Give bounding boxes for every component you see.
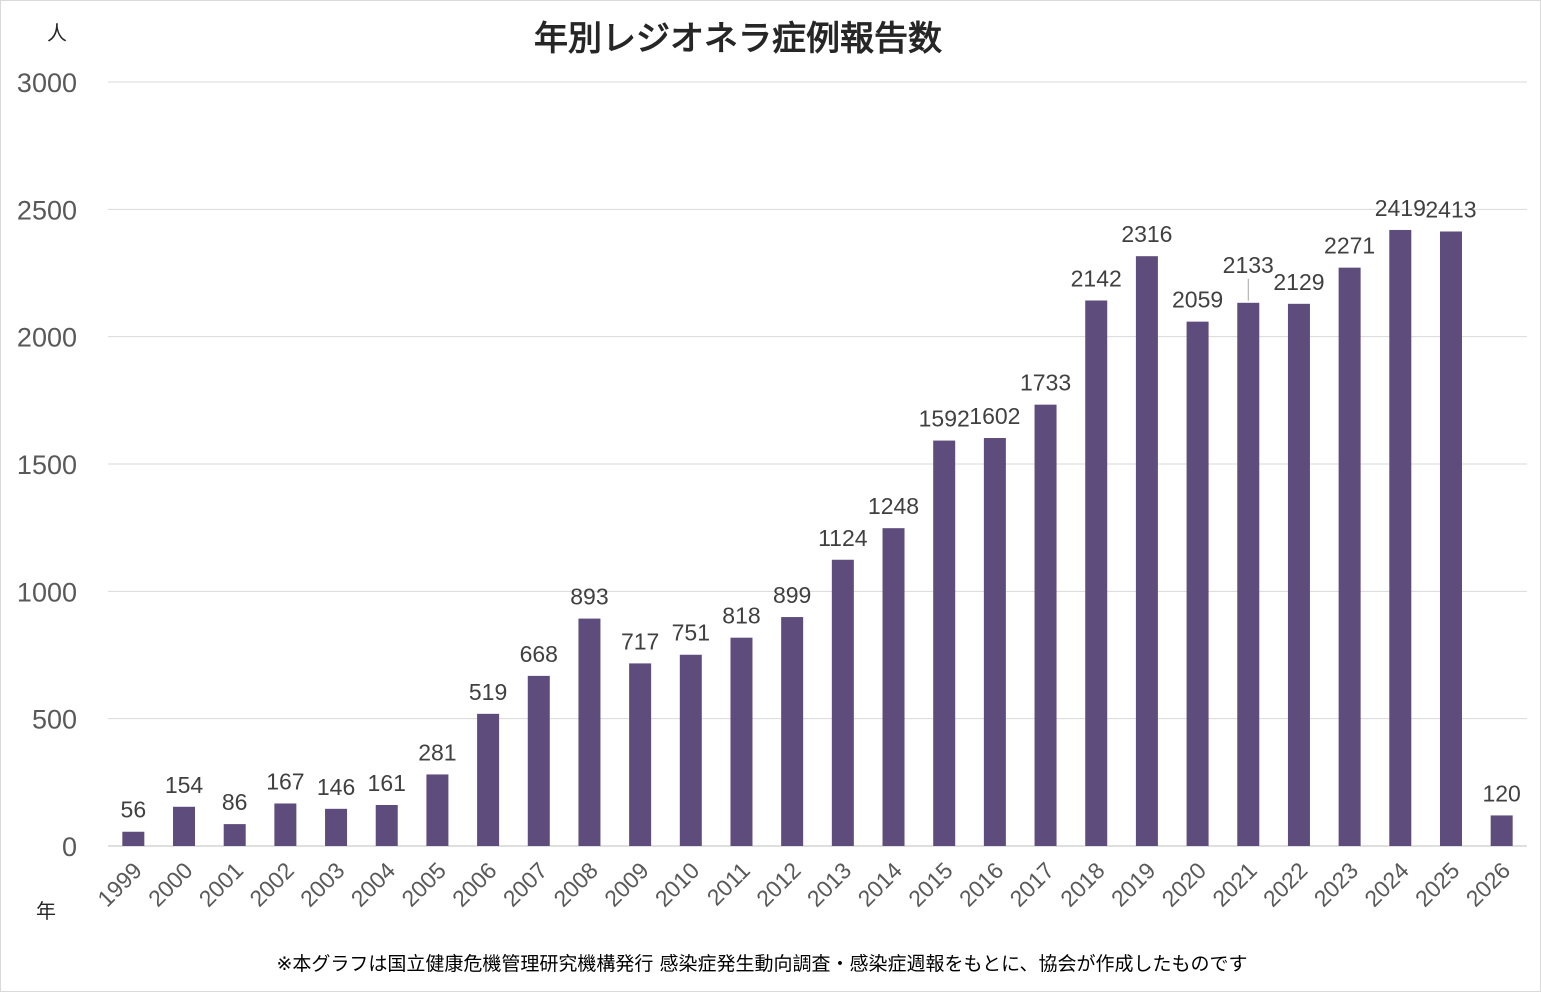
data-label-2008: 893: [570, 584, 608, 610]
y-tick-label: 0: [62, 832, 77, 862]
y-tick-label: 3000: [17, 68, 77, 98]
bar-2025: [1439, 231, 1462, 847]
data-label-2012: 899: [773, 582, 811, 608]
data-label-2011: 818: [722, 603, 760, 629]
bar-2018: [1085, 300, 1108, 846]
bar-2011: [730, 637, 753, 846]
y-tick-label: 1000: [17, 577, 77, 607]
y-tick-label: 500: [32, 705, 77, 735]
bar-2020: [1186, 321, 1209, 846]
data-label-2003: 146: [317, 774, 355, 800]
chart-title: 年別レジオネラ症例報告数: [534, 19, 942, 59]
data-label-2018: 2142: [1071, 266, 1122, 292]
bar-2013: [831, 559, 854, 846]
data-label-2010: 751: [672, 620, 710, 646]
data-label-2019: 2316: [1121, 221, 1172, 247]
data-label-2005: 281: [418, 739, 456, 765]
data-label-2007: 668: [520, 641, 558, 667]
y-axis-ticks: 0 500 1000 1500 2000 2500 3000: [17, 68, 77, 862]
bar-2000: [173, 806, 196, 846]
data-label-2026: 120: [1482, 780, 1520, 806]
data-label-2006: 519: [469, 679, 507, 705]
bar-2026: [1490, 815, 1513, 846]
bar-2009: [629, 663, 652, 846]
bar-2007: [527, 675, 550, 846]
data-label-2025: 2413: [1425, 196, 1476, 222]
data-label-2021: 2133: [1223, 252, 1274, 278]
data-label-2000: 154: [165, 772, 204, 798]
bar-2022: [1287, 303, 1310, 846]
bar-2003: [325, 808, 348, 846]
bar-2002: [274, 803, 297, 846]
bar-2023: [1338, 267, 1361, 847]
bar-2001: [223, 824, 246, 846]
x-unit-label: 年: [36, 899, 56, 923]
data-label-2004: 161: [368, 770, 406, 796]
bar-2021: [1237, 302, 1260, 846]
bar-2006: [477, 713, 500, 846]
data-label-2013: 1124: [818, 525, 868, 551]
data-label-2017: 1733: [1020, 370, 1071, 396]
bars: [122, 229, 1513, 847]
data-label-2023: 2271: [1324, 233, 1375, 259]
data-label-2022: 2129: [1273, 269, 1324, 295]
y-tick-label: 2500: [17, 195, 77, 225]
bar-1999: [122, 831, 145, 846]
bar-2004: [375, 804, 398, 846]
data-label-2016: 1602: [969, 403, 1020, 429]
data-labels: 56 154 86 167 146 161 281 519 668 893 717 751 818 899…: [121, 195, 1521, 823]
bar-2005: [426, 774, 449, 846]
bar-2015: [933, 440, 956, 846]
data-label-1999: 56: [121, 797, 147, 823]
bar-2010: [679, 654, 702, 846]
bar-2024: [1389, 229, 1412, 847]
bar-2017: [1034, 404, 1057, 846]
y-tick-label: 2000: [17, 323, 77, 353]
data-label-2009: 717: [621, 628, 659, 654]
data-label-2001: 86: [222, 789, 248, 815]
data-label-2014: 1248: [868, 493, 919, 519]
bar-2016: [983, 438, 1006, 846]
data-label-2024: 2419: [1375, 195, 1426, 221]
data-label-2015: 1592: [919, 406, 970, 432]
y-unit-label: 人: [47, 21, 67, 45]
data-label-2020: 2059: [1172, 287, 1223, 313]
data-label-2002: 167: [266, 768, 304, 794]
bar-2019: [1135, 256, 1158, 846]
y-tick-label: 1500: [17, 450, 77, 480]
bar-2008: [578, 618, 601, 846]
bar-2014: [882, 528, 905, 846]
source-note: ※本グラフは国立健康危機管理研究機構発行 感染症発生動向調査・感染症週報をもとに…: [276, 953, 1247, 975]
bar-2012: [781, 617, 804, 846]
